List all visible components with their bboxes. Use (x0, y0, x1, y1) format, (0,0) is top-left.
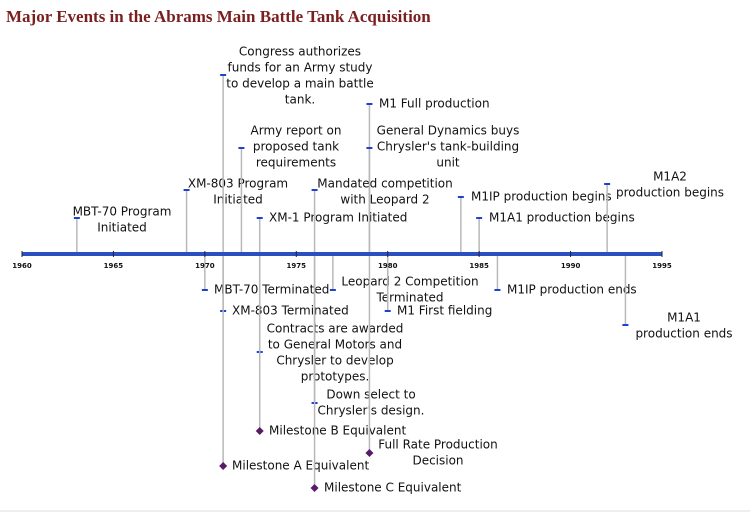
tick-label: 1980 (378, 262, 398, 270)
event-label: Congress authorizes (239, 45, 361, 59)
event-label: to develop a main battle (226, 77, 374, 91)
event-label: with Leopard 2 (340, 193, 429, 207)
tick-label: 1965 (104, 262, 124, 270)
milestone-diamond (219, 462, 228, 470)
event-label: to General Motors and (268, 338, 402, 352)
milestone-diamond (255, 427, 264, 435)
event-label: Mandated competition (317, 177, 452, 191)
event-label: Milestone B Equivalent (269, 424, 406, 438)
title: Major Events in the Abrams Main Battle T… (6, 7, 431, 26)
event-label: Initiated (97, 221, 147, 235)
event-label: production begins (616, 186, 724, 200)
event-label: Milestone A Equivalent (232, 459, 369, 473)
event-label: Down select to (326, 388, 415, 402)
event-label: unit (436, 156, 460, 170)
event-label: Contracts are awarded (267, 322, 404, 336)
event-label: Chrysler to develop (276, 354, 393, 368)
event-label: MBT-70 Program (73, 205, 172, 219)
tick-label: 1970 (195, 262, 215, 270)
event-label: Army report on (251, 124, 342, 138)
event-label: XM-803 Program (188, 177, 288, 191)
event-label: MBT-70 Terminated (214, 283, 329, 297)
event-label: M1A1 (667, 311, 701, 325)
event-label: funds for an Army study (227, 61, 372, 75)
tick-label: 1985 (469, 262, 489, 270)
event-label: Chrysler's design. (318, 404, 425, 418)
tick-label: 1975 (287, 262, 307, 270)
event-label: production ends (635, 327, 732, 341)
event-label: prototypes. (301, 370, 370, 384)
event-label: M1A2 (653, 170, 687, 184)
milestone-diamond (310, 484, 319, 492)
tick-label: 1960 (12, 262, 32, 270)
event-label: M1IP production begins (471, 190, 612, 204)
tick-label: 1995 (652, 262, 672, 270)
event-label: Terminated (375, 291, 443, 305)
event-label: Chrysler's tank-building (377, 140, 519, 154)
tick-label: 1990 (561, 262, 581, 270)
event-label: proposed tank (253, 140, 339, 154)
milestone-diamond (365, 449, 374, 457)
event-label: Initiated (213, 193, 263, 207)
event-label: Full Rate Production (378, 438, 498, 452)
event-label: XM-803 Terminated (232, 304, 349, 318)
event-label: Leopard 2 Competition (341, 275, 478, 289)
event-label: M1 First fielding (397, 304, 492, 318)
event-label: Milestone C Equivalent (324, 481, 462, 495)
event-label: requirements (256, 156, 336, 170)
event-label: M1IP production ends (507, 283, 637, 297)
event-label: General Dynamics buys (377, 124, 520, 138)
event-label: M1 Full production (379, 97, 490, 111)
event-label: tank. (285, 93, 315, 107)
event-label: M1A1 production begins (489, 211, 635, 225)
event-label: Decision (412, 454, 463, 468)
event-label: XM-1 Program Initiated (269, 211, 407, 225)
